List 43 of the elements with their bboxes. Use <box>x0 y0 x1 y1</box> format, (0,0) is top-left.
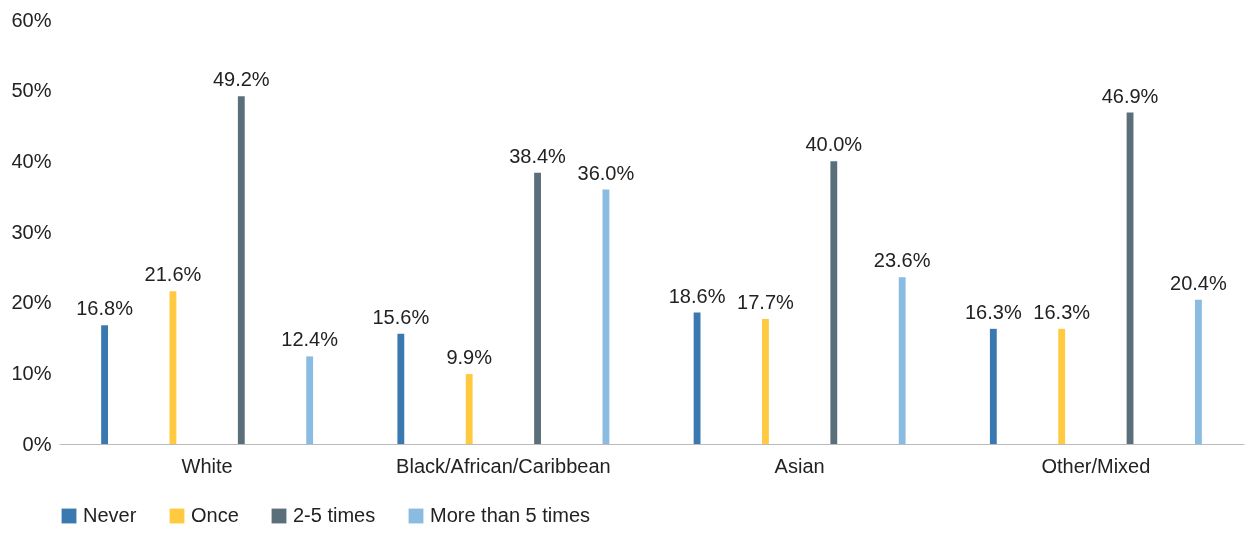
bar <box>534 172 541 444</box>
y-tick-label: 30% <box>11 220 52 243</box>
data-label: 18.6% <box>668 284 726 307</box>
bar <box>830 161 838 444</box>
data-label: 38.4% <box>509 144 567 167</box>
bar <box>898 277 906 444</box>
data-label: 16.3% <box>964 300 1022 323</box>
data-label: 20.4% <box>1170 271 1227 294</box>
y-tick-label: 0% <box>22 432 52 455</box>
data-label: 46.9% <box>1101 84 1159 107</box>
data-label: 21.6% <box>144 263 202 286</box>
bar <box>306 356 314 444</box>
bar <box>1195 299 1202 444</box>
data-label: 15.6% <box>372 305 430 328</box>
bar <box>237 96 245 444</box>
bar <box>989 328 997 444</box>
bar <box>1058 328 1066 444</box>
data-label: 12.4% <box>281 328 339 351</box>
data-label: 49.2% <box>212 68 270 91</box>
data-label: 17.7% <box>737 290 795 313</box>
legend-label: More than 5 times <box>430 504 591 526</box>
x-tick-label: Other/Mixed <box>1041 454 1151 477</box>
x-tick-label: Black/African/Caribbean <box>396 454 611 477</box>
legend-label: Once <box>191 504 239 526</box>
data-label: 36.0% <box>577 161 635 184</box>
y-tick-label: 20% <box>11 291 52 314</box>
bar <box>465 374 473 444</box>
legend-label: 2-5 times <box>293 504 376 526</box>
x-tick-label: White <box>181 454 233 477</box>
y-tick-label: 10% <box>11 361 52 384</box>
legend-label: Never <box>83 504 137 526</box>
data-label: 40.0% <box>805 133 863 156</box>
y-tick-label: 60% <box>11 8 52 31</box>
data-label: 16.3% <box>1033 300 1091 323</box>
bar <box>397 333 405 444</box>
data-label: 9.9% <box>446 346 493 369</box>
data-label: 16.8% <box>76 297 134 320</box>
y-tick-label: 50% <box>11 79 52 102</box>
data-label: 23.6% <box>873 249 931 272</box>
x-tick-label: Asian <box>774 454 825 477</box>
y-tick-label: 40% <box>11 149 52 172</box>
bar <box>762 318 769 444</box>
bar <box>101 325 108 444</box>
